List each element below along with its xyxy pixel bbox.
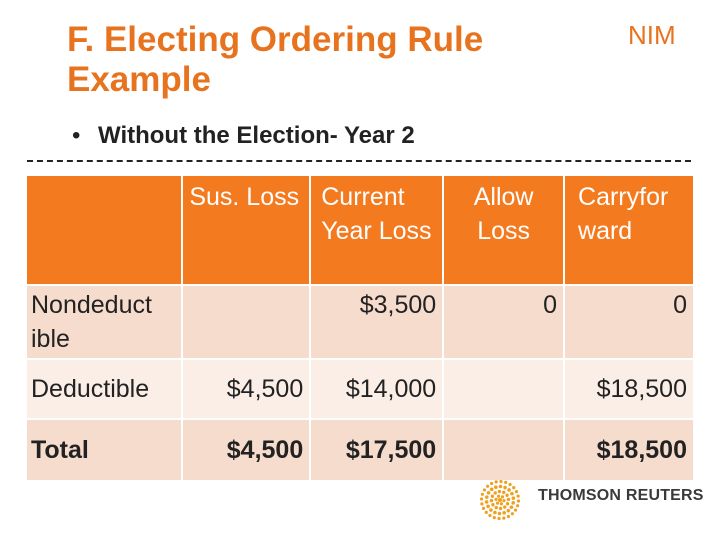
header-sus-loss-text: Sus. Loss (189, 183, 300, 211)
bullet-text: Without the Election- Year 2 (98, 122, 415, 149)
cell-carryforward: $18,500 (564, 359, 695, 420)
header-allow-loss: Allow Loss (443, 176, 566, 286)
cell-sus-loss (182, 285, 312, 360)
cell-allow-loss: 0 (443, 285, 566, 360)
thomson-reuters-dot-logo-icon (479, 479, 521, 521)
header-allow-loss-text: Allow Loss (473, 183, 534, 245)
table-row: Deductible $4,500 $14,000 $18,500 (27, 359, 695, 420)
cell-current-year-loss: $17,500 (310, 419, 445, 482)
cell-sus-loss: $4,500 (182, 359, 312, 420)
row-label: Deductible (27, 359, 184, 420)
table-row: Nondeduct ible $3,500 0 0 (27, 285, 695, 360)
slide-title: F. Electing Ordering Rule Example (67, 20, 484, 99)
header-sus-loss: Sus. Loss (182, 176, 312, 286)
cell-allow-loss (443, 419, 566, 482)
row-label: Total (27, 419, 184, 482)
corner-label: NIM (628, 20, 676, 50)
header-current-year-loss-text: Current Year Loss (321, 183, 432, 245)
cell-sus-loss: $4,500 (182, 419, 312, 482)
thomson-reuters-logo: THOMSON REUTERS (476, 478, 703, 522)
cell-carryforward: 0 (564, 285, 695, 360)
header-carryforward: Carryfor ward (564, 176, 695, 286)
cell-carryforward: $18,500 (564, 419, 695, 482)
logo-text: THOMSON REUTERS (538, 487, 704, 504)
header-carryforward-text: Carryfor ward (578, 183, 669, 245)
header-cell-blank (27, 176, 184, 286)
loss-table: Sus. Loss Current Year Loss Allow Loss C… (27, 176, 695, 482)
cell-current-year-loss: $14,000 (310, 359, 445, 420)
bullet-item: • Without the Election- Year 2 (72, 122, 415, 150)
row-label: Nondeduct ible (27, 285, 184, 360)
cell-allow-loss (443, 359, 566, 420)
bullet-dot-icon: • (72, 122, 81, 149)
cell-current-year-loss: $3,500 (310, 285, 445, 360)
table-header-row: Sus. Loss Current Year Loss Allow Loss C… (27, 176, 695, 286)
table-row: Total $4,500 $17,500 $18,500 (27, 419, 695, 482)
dashed-divider (27, 160, 691, 162)
header-current-year-loss: Current Year Loss (310, 176, 445, 286)
